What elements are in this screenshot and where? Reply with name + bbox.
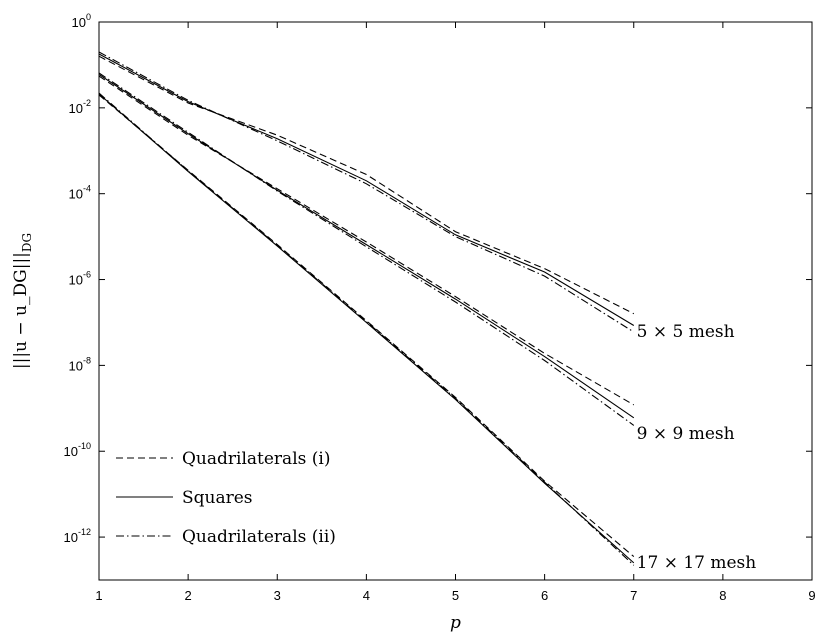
y-tick-exponent: -4 bbox=[83, 184, 91, 194]
series-line-2 bbox=[98, 51, 635, 333]
series-line-5 bbox=[98, 72, 635, 426]
y-tick-exponent: -6 bbox=[83, 270, 91, 280]
x-axis-title: p bbox=[450, 613, 461, 633]
x-axis-label: p bbox=[450, 613, 461, 633]
y-tick-exponent: -8 bbox=[83, 355, 91, 365]
series-line-0 bbox=[98, 55, 635, 315]
y-tick-label: 10-12 bbox=[64, 527, 91, 545]
y-tick-label: 10-8 bbox=[69, 355, 91, 373]
x-tick-label: 4 bbox=[363, 588, 370, 603]
y-tick-base: 10 bbox=[64, 530, 78, 545]
y-axis-label-main: |||u − u_DG||| bbox=[11, 252, 31, 369]
legend-label: Quadrilaterals (i) bbox=[182, 449, 330, 469]
series-line-7 bbox=[98, 93, 635, 564]
y-tick-label: 10-6 bbox=[69, 270, 91, 288]
series-layer bbox=[98, 51, 635, 566]
legend-label: Quadrilaterals (ii) bbox=[182, 527, 336, 547]
x-tick-label: 6 bbox=[541, 588, 548, 603]
y-tick-base: 10 bbox=[64, 444, 78, 459]
y-tick-base: 10 bbox=[69, 187, 83, 202]
x-tick-label: 1 bbox=[95, 588, 102, 603]
mesh-annotation: 9 × 9 mesh bbox=[637, 424, 735, 444]
series-line-3 bbox=[98, 75, 635, 406]
x-tick-label: 9 bbox=[808, 588, 815, 603]
legend: Quadrilaterals (i) Squares Quadrilaterals … bbox=[116, 449, 336, 547]
legend-label: Squares bbox=[182, 488, 253, 508]
y-tick-label: 10-2 bbox=[69, 98, 91, 116]
x-tick-labels: 1 2 3 4 5 6 7 8 9 bbox=[95, 588, 815, 603]
mesh-annotation: 5 × 5 mesh bbox=[637, 322, 735, 342]
x-tick-label: 2 bbox=[185, 588, 192, 603]
series-line-4 bbox=[98, 73, 635, 419]
y-tick-base: 10 bbox=[69, 101, 83, 116]
y-axis-label-subscript: DG bbox=[20, 233, 34, 252]
x-tick-label: 7 bbox=[630, 588, 637, 603]
ticks-layer bbox=[98, 21, 813, 580]
series-line-1 bbox=[98, 53, 635, 326]
annotations: 5 × 5 mesh 9 × 9 mesh 17 × 17 mesh bbox=[637, 322, 757, 573]
y-tick-base: 10 bbox=[72, 15, 86, 30]
y-tick-exponent: -10 bbox=[78, 441, 91, 451]
series-line-6 bbox=[98, 94, 635, 558]
y-axis-label: |||u − u_DG|||DG bbox=[11, 233, 34, 369]
y-tick-base: 10 bbox=[69, 273, 83, 288]
y-tick-exponent: -12 bbox=[78, 527, 91, 537]
x-tick-label: 8 bbox=[719, 588, 726, 603]
y-tick-exponent: 0 bbox=[86, 12, 91, 22]
x-tick-label: 3 bbox=[274, 588, 281, 603]
series-line-8 bbox=[98, 92, 635, 566]
mesh-annotation: 17 × 17 mesh bbox=[637, 553, 757, 573]
y-tick-label: 10-10 bbox=[64, 441, 91, 459]
y-tick-base: 10 bbox=[69, 358, 83, 373]
y-axis-title: |||u − u_DG|||DG bbox=[11, 233, 34, 369]
x-tick-label: 5 bbox=[452, 588, 459, 603]
y-tick-exponent: -2 bbox=[83, 98, 91, 108]
y-tick-label: 100 bbox=[72, 12, 91, 30]
y-tick-label: 10-4 bbox=[69, 184, 91, 202]
